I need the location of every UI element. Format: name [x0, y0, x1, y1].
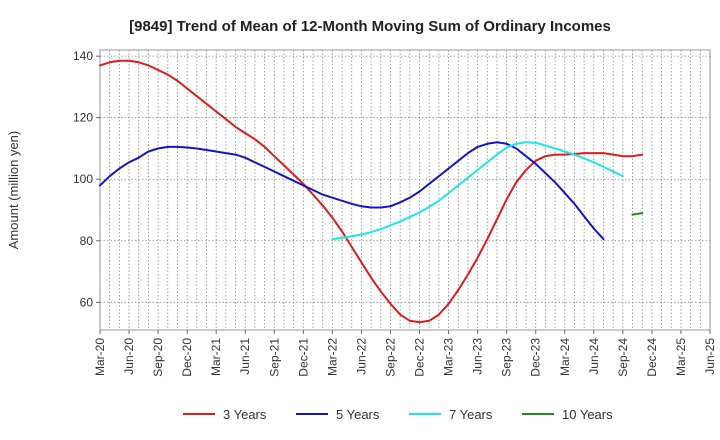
x-tick-label: Mar-23 [442, 338, 456, 376]
x-tick-label: Jun-22 [354, 338, 368, 375]
y-tick-label: 120 [73, 111, 93, 125]
chart-title: [9849] Trend of Mean of 12-Month Moving … [129, 18, 611, 35]
plot-frame [99, 49, 711, 331]
y-tick-label: 140 [73, 49, 93, 63]
x-tick-label: Jun-25 [703, 338, 717, 375]
series-layer [99, 59, 644, 324]
x-tick-label: Sep-24 [616, 338, 630, 377]
y-tick-label: 80 [80, 234, 94, 248]
x-tick-label: Jun-21 [238, 338, 252, 375]
y-tick-label: 100 [73, 172, 93, 186]
y-axis-label: Amount (million yen) [6, 131, 21, 250]
x-tick-label: Sep-20 [151, 338, 165, 377]
x-tick-label: Mar-24 [558, 338, 572, 376]
y-tick-label: 60 [80, 295, 94, 309]
x-tick-label: Sep-21 [267, 338, 281, 377]
plot-area [99, 49, 711, 331]
x-tick-label: Jun-23 [471, 338, 485, 375]
y-axis-ticks: 60 80 100 120 140 [73, 49, 100, 309]
series-line-7-years [331, 141, 624, 241]
x-tick-label: Dec-24 [645, 338, 659, 377]
x-tick-label: Mar-22 [325, 338, 339, 376]
legend: 3 Years 5 Years 7 Years 10 Years [183, 407, 613, 422]
x-axis-ticks: Mar-20 Jun-20 Sep-20 Dec-20 Mar-21 Jun-21 Sep-… [93, 330, 717, 377]
x-tick-label: Dec-21 [296, 338, 310, 377]
x-tick-label: Mar-20 [93, 338, 107, 376]
x-tick-label: Mar-21 [209, 338, 223, 376]
series-line-3-years [99, 59, 644, 324]
x-tick-label: Dec-23 [529, 338, 543, 377]
x-tick-label: Dec-22 [413, 338, 427, 377]
x-tick-label: Dec-20 [180, 338, 194, 377]
x-tick-label: Jun-20 [122, 338, 136, 375]
x-tick-label: Sep-22 [383, 338, 397, 377]
legend-3-years-label: 3 Years [223, 407, 267, 422]
x-tick-label: Jun-24 [587, 338, 601, 375]
series-line-5-years [99, 141, 605, 241]
legend-7-years-label: 7 Years [449, 407, 493, 422]
series-line-10-years [631, 212, 644, 216]
x-tick-label: Mar-25 [674, 338, 688, 376]
legend-5-years-label: 5 Years [336, 407, 380, 422]
legend-10-years-label: 10 Years [562, 407, 613, 422]
x-tick-label: Sep-23 [500, 338, 514, 377]
